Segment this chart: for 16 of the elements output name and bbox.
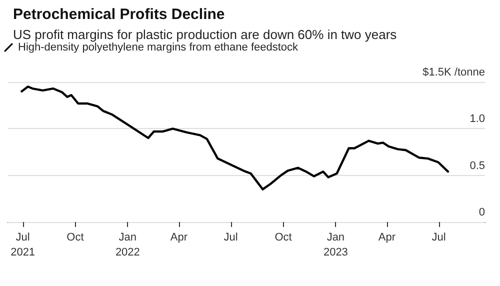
x-tick-label: Jul — [432, 232, 446, 244]
x-tick-label: Oct — [66, 232, 84, 244]
x-tick-label: Oct — [274, 232, 292, 244]
x-tick-label: Jul 2021 — [10, 232, 36, 258]
y-tick-label: 0 — [478, 206, 485, 218]
x-tick-label: Apr — [378, 232, 396, 244]
x-tick-label: Apr — [170, 232, 188, 244]
y-tick-label: 1.0 — [470, 113, 485, 126]
chart-subtitle: US profit margins for plastic production are down 60% in two years — [13, 27, 398, 42]
chart-title: Petrochemical Profits Decline — [13, 6, 225, 23]
x-tick-label: Jan 2022 — [115, 232, 140, 258]
x-tick-label: Jul — [224, 232, 238, 244]
legend-label: High-density polyethylene margins from ethane feedstock — [18, 42, 299, 54]
y-tick-label: 0.5 — [470, 160, 485, 172]
y-tick-label: $1.5K /tonne — [422, 66, 485, 78]
x-tick-label: Jan 2023 — [323, 232, 348, 258]
